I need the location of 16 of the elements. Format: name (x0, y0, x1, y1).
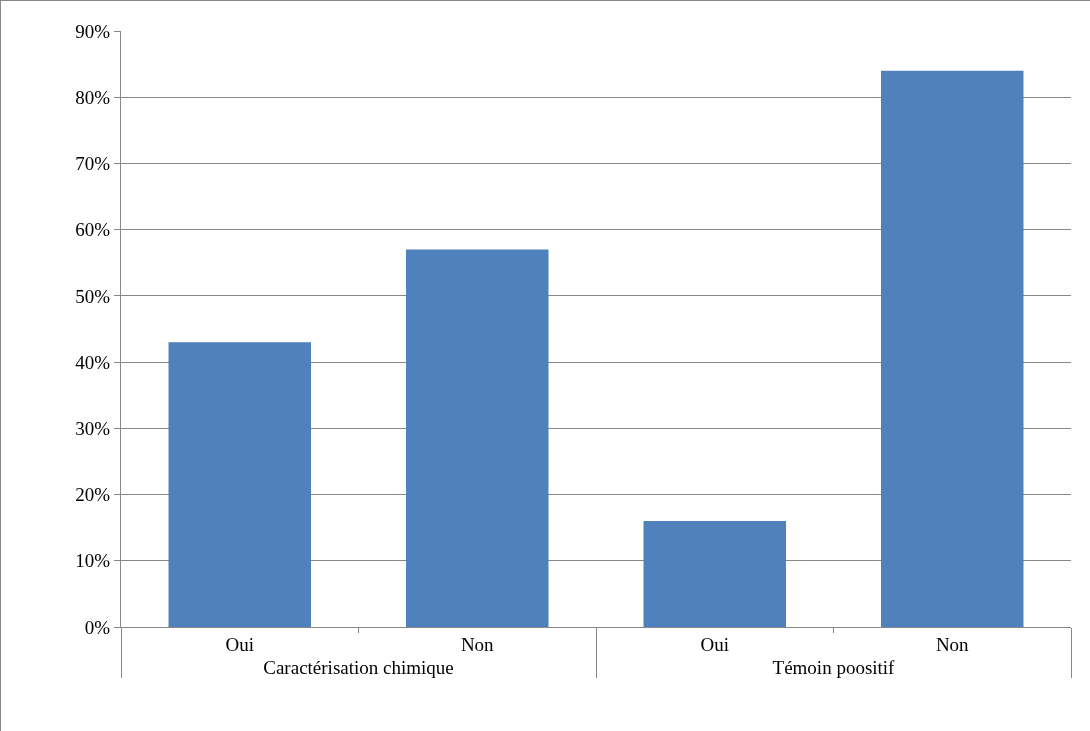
text: Caractérisation chimique (263, 656, 454, 678)
y-tick-label: 90% (75, 20, 111, 42)
x-tick-label: Non (935, 633, 970, 655)
y-tick-label: 30% (75, 417, 111, 439)
y-tick-label: 0% (84, 616, 111, 638)
text: Témoin poositif (772, 656, 896, 678)
y-tick-label: 70% (75, 153, 111, 175)
x-tick-label: Oui (225, 633, 254, 655)
y-tick-label: 40% (75, 351, 111, 373)
y-tick-label: 20% (75, 484, 111, 506)
y-tick-label: 50% (75, 285, 111, 307)
x-tick-label: Oui (700, 633, 729, 655)
x-tick-label: Non (460, 633, 495, 655)
y-tick-label: 10% (75, 550, 111, 572)
y-tick-label: 60% (75, 219, 111, 241)
y-tick-label: 80% (75, 86, 111, 108)
